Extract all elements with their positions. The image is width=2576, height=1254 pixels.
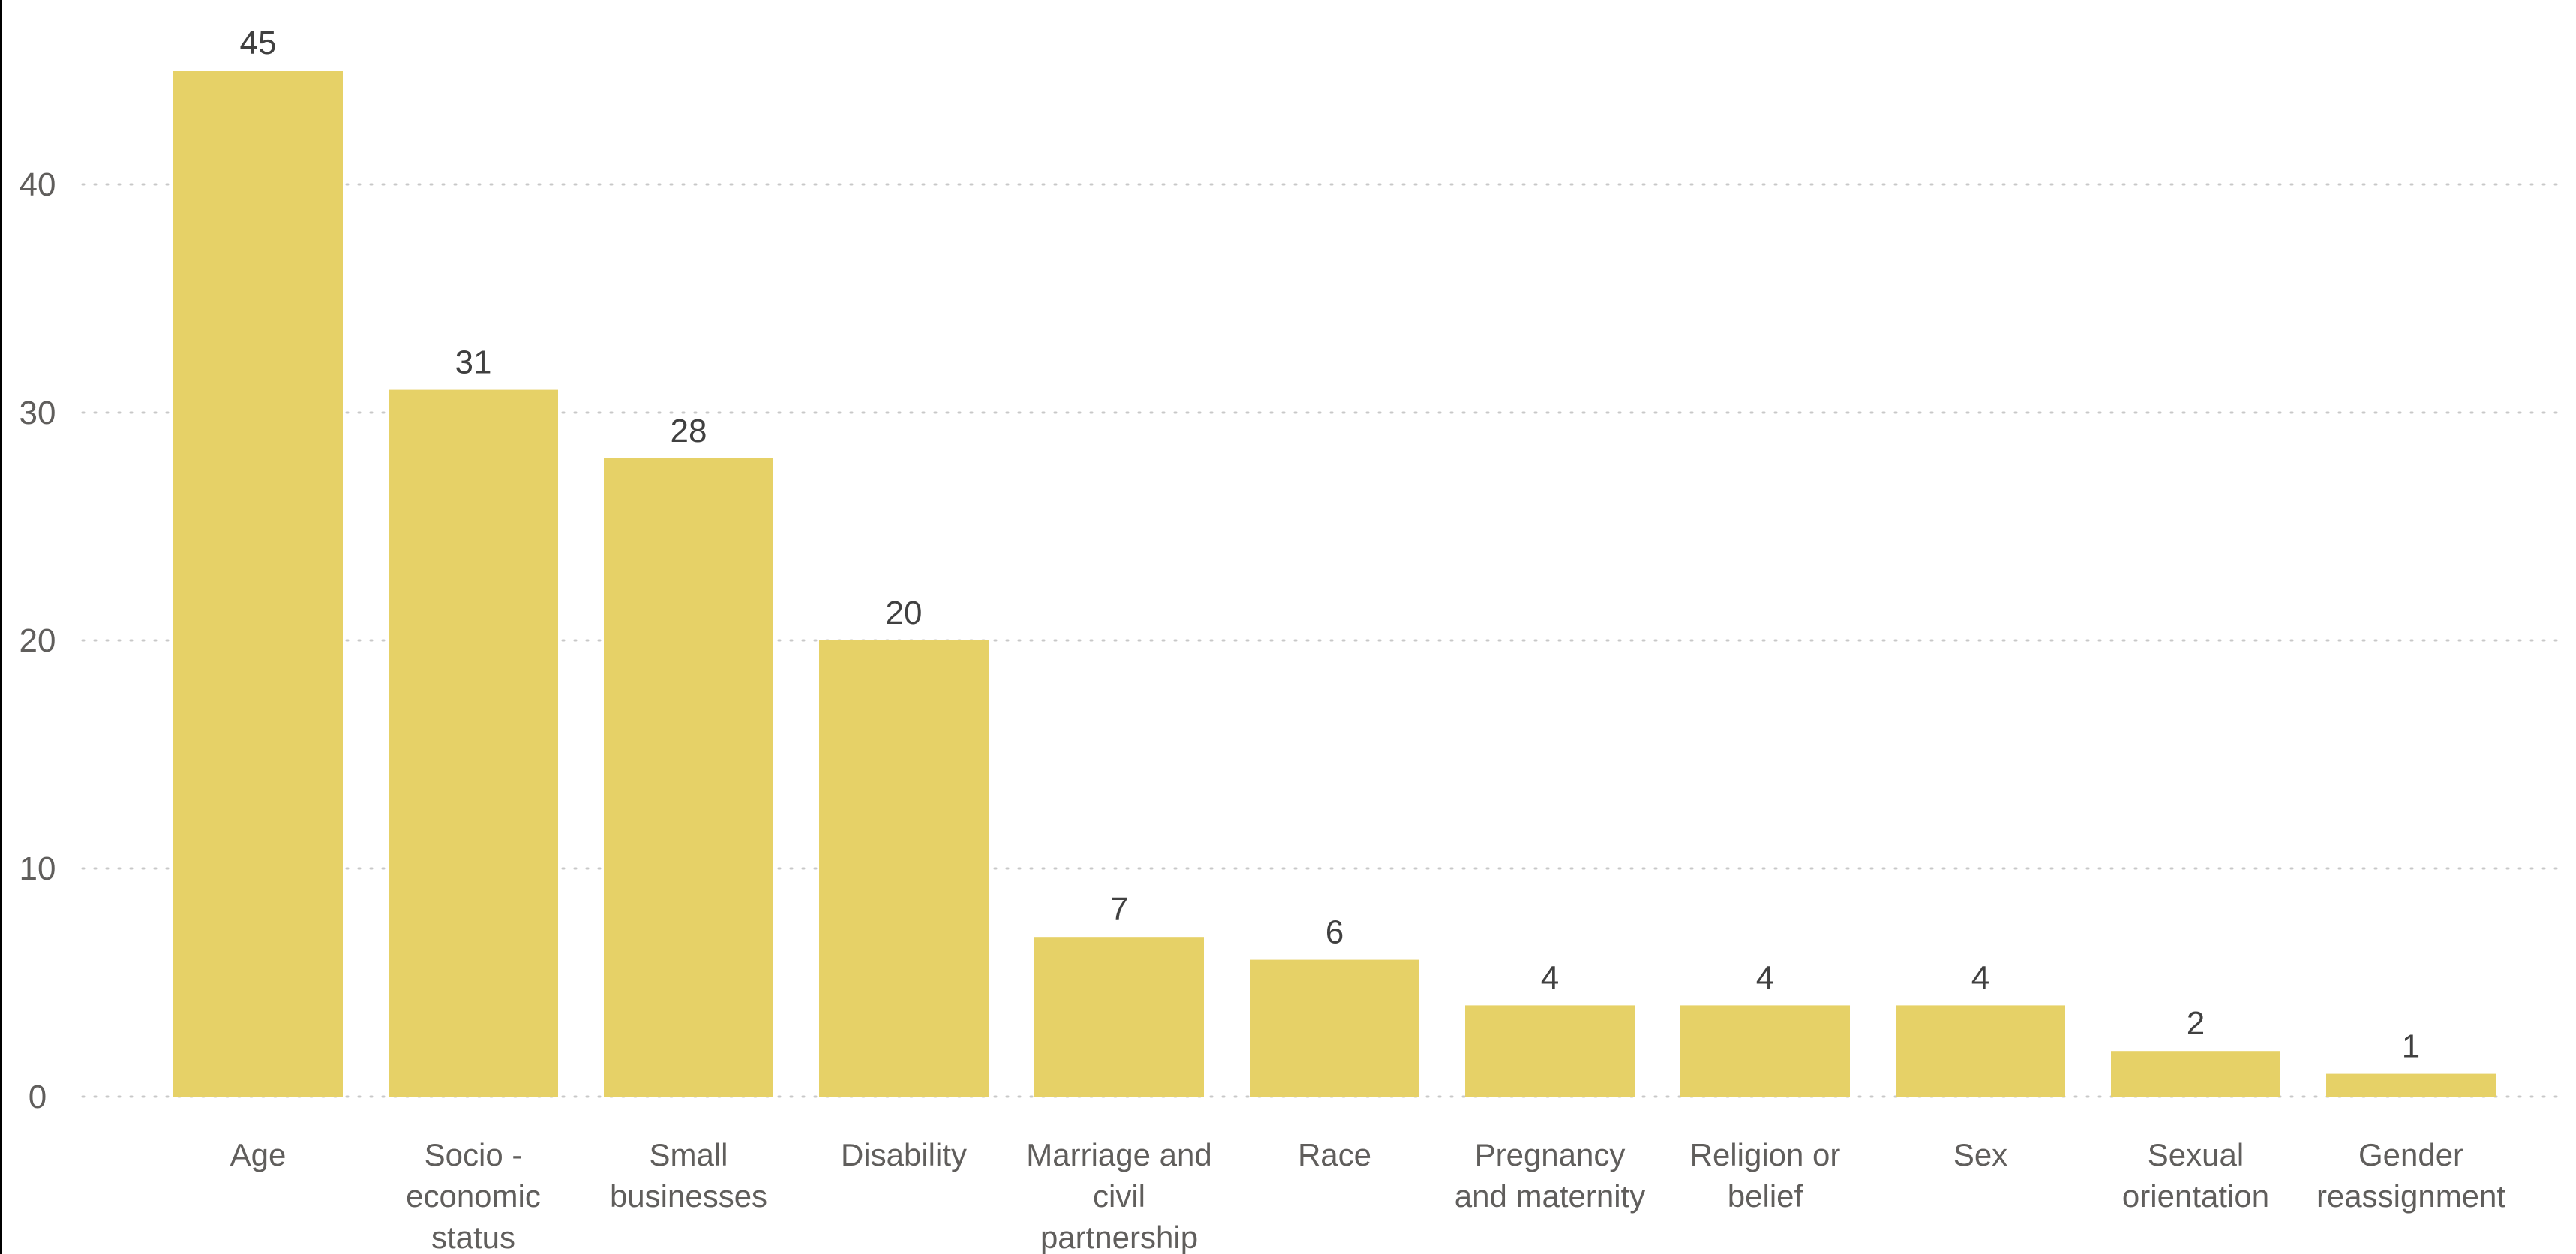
y-tick-label: 40 <box>20 166 56 203</box>
y-tick-label: 0 <box>29 1078 47 1115</box>
bar[interactable] <box>1896 1005 2065 1096</box>
x-tick-label: Small businesses <box>610 1137 767 1214</box>
x-tick-label-line: partnership <box>1040 1220 1198 1254</box>
x-tick-label-line: Sex <box>1953 1137 2007 1172</box>
bar[interactable] <box>604 458 773 1096</box>
x-tick-label-line: belief <box>1728 1178 1803 1214</box>
data-label: 1 <box>2402 1028 2420 1065</box>
x-tick-label-line: Gender <box>2358 1137 2463 1172</box>
data-label: 4 <box>1541 959 1559 996</box>
x-tick-label: Pregnancy and maternity <box>1455 1137 1645 1214</box>
bar[interactable] <box>819 640 989 1096</box>
bar[interactable] <box>1250 959 1419 1096</box>
x-axis-labels: Age Socio - economic status Small businesses D… <box>230 1137 2506 1254</box>
x-tick-label-line: and maternity <box>1455 1178 1645 1214</box>
data-label: 28 <box>671 412 707 449</box>
x-tick-label-line: Sexual <box>2148 1137 2244 1172</box>
data-label: 4 <box>1756 959 1774 996</box>
x-tick-label: Disability <box>841 1137 967 1172</box>
x-tick-label: Race <box>1298 1137 1371 1172</box>
bar[interactable] <box>173 70 343 1096</box>
x-tick-label-line: Small <box>649 1137 728 1172</box>
x-tick-label-line: economic <box>406 1178 541 1214</box>
x-tick-label-line: reassignment <box>2316 1178 2505 1214</box>
x-tick-label-line: businesses <box>610 1178 767 1214</box>
x-tick-label: Socio - economic status <box>406 1137 541 1254</box>
x-tick-label-line: Pregnancy <box>1475 1137 1626 1172</box>
x-tick-label-line: Disability <box>841 1137 967 1172</box>
data-label: 45 <box>240 25 277 62</box>
x-tick-label-line: civil <box>1093 1178 1145 1214</box>
x-tick-label-line: Marriage and <box>1026 1137 1211 1172</box>
x-tick-label-line: Religion or <box>1690 1137 1841 1172</box>
x-tick-label-line: orientation <box>2122 1178 2269 1214</box>
left-edge-border <box>0 0 2 1254</box>
x-tick-label-line: Race <box>1298 1137 1371 1172</box>
data-label: 6 <box>1326 914 1344 951</box>
x-tick-label-line: Socio - <box>425 1137 523 1172</box>
x-tick-label: Sex <box>1953 1137 2007 1172</box>
bar[interactable] <box>1465 1005 1635 1096</box>
data-label: 20 <box>886 595 923 632</box>
x-tick-label-line: Age <box>230 1137 287 1172</box>
x-tick-label: Marriage and civil partnership <box>1026 1137 1211 1254</box>
bar[interactable] <box>389 389 558 1096</box>
data-labels: 45 31 28 20 7 6 4 4 4 2 1 <box>240 25 2421 1065</box>
bar[interactable] <box>1680 1005 1850 1096</box>
x-tick-label: Religion or belief <box>1690 1137 1841 1214</box>
y-axis-ticks: 0 10 20 30 40 <box>20 166 56 1115</box>
bar[interactable] <box>2111 1051 2280 1096</box>
y-tick-label: 30 <box>20 394 56 431</box>
data-label: 31 <box>455 344 492 381</box>
x-tick-label: Age <box>230 1137 287 1172</box>
x-tick-label-line: status <box>431 1220 515 1254</box>
y-tick-label: 10 <box>20 850 56 887</box>
data-label: 4 <box>1971 959 1989 996</box>
x-tick-label: Sexual orientation <box>2122 1137 2269 1214</box>
data-label: 7 <box>1110 891 1128 928</box>
y-tick-label: 20 <box>20 622 56 659</box>
bar[interactable] <box>2326 1073 2496 1096</box>
bars <box>173 70 2496 1096</box>
data-label: 2 <box>2187 1005 2205 1042</box>
x-tick-label: Gender reassignment <box>2316 1137 2505 1214</box>
bar[interactable] <box>1034 937 1204 1096</box>
